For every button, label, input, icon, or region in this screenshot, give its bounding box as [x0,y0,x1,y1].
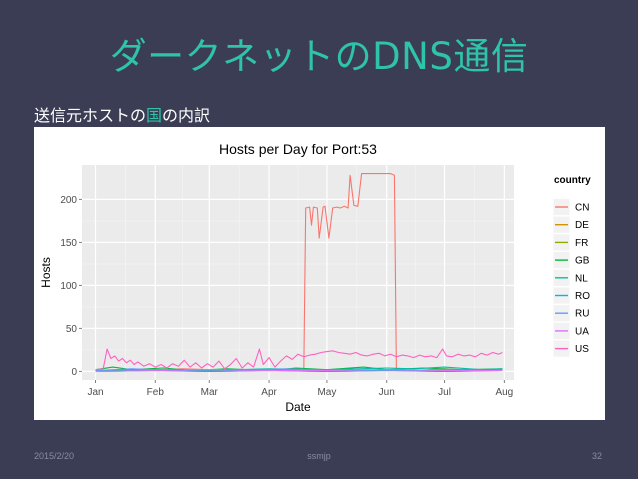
footer-date: 2015/2/20 [34,451,75,461]
chart-svg: 0 50 100 150 200 Jan Feb Mar Apr May Jun Jul Aug Host… [39,141,591,414]
legend-label-fr: FR [575,238,588,249]
chart-title: Hosts per Day for Port:53 [219,141,377,157]
legend-label-us: US [575,344,589,355]
legend-label-nl: NL [575,273,588,284]
x-tick-label: Jun [379,387,395,398]
x-tick-label: Jan [87,387,103,398]
slide-subtitle: 送信元ホストの国の内訳 [34,102,210,126]
y-tick-label: 0 [71,367,77,378]
legend-label-cn: CN [575,203,589,214]
y-axis-label: Hosts [39,257,53,288]
subtitle-prefix: 送信元ホストの [34,106,147,125]
y-tick-label: 200 [60,195,77,206]
series-line-us [95,348,503,371]
series-line-ua [95,369,503,372]
x-tick-label: Jul [438,387,451,398]
x-axis-label: Date [285,400,311,414]
y-tick-label: 100 [60,281,77,292]
y-tick-label: 150 [60,238,77,249]
x-tick-label: Aug [495,387,513,398]
footer-author: ssmjp [307,451,331,461]
legend-title: country [554,175,591,186]
legend-label-ru: RU [575,309,589,320]
x-tick-label: Mar [201,387,219,398]
subtitle-highlight: 国 [146,106,163,125]
legend-label-ua: UA [575,326,589,337]
x-tick-label: Apr [261,387,277,398]
subtitle-suffix: の内訳 [162,106,211,125]
footer-page-number: 32 [591,451,602,461]
chart-panel: 0 50 100 150 200 Jan Feb Mar Apr May Jun Jul Aug Host… [34,127,605,420]
legend-label-ro: RO [575,291,590,302]
y-tick-label: 50 [66,324,78,335]
slide-title: ダークネットのDNS通信 [109,35,529,78]
legend-label-de: DE [575,220,589,231]
x-tick-label: May [317,387,336,398]
x-tick-label: Feb [147,387,165,398]
legend-label-gb: GB [575,256,590,267]
